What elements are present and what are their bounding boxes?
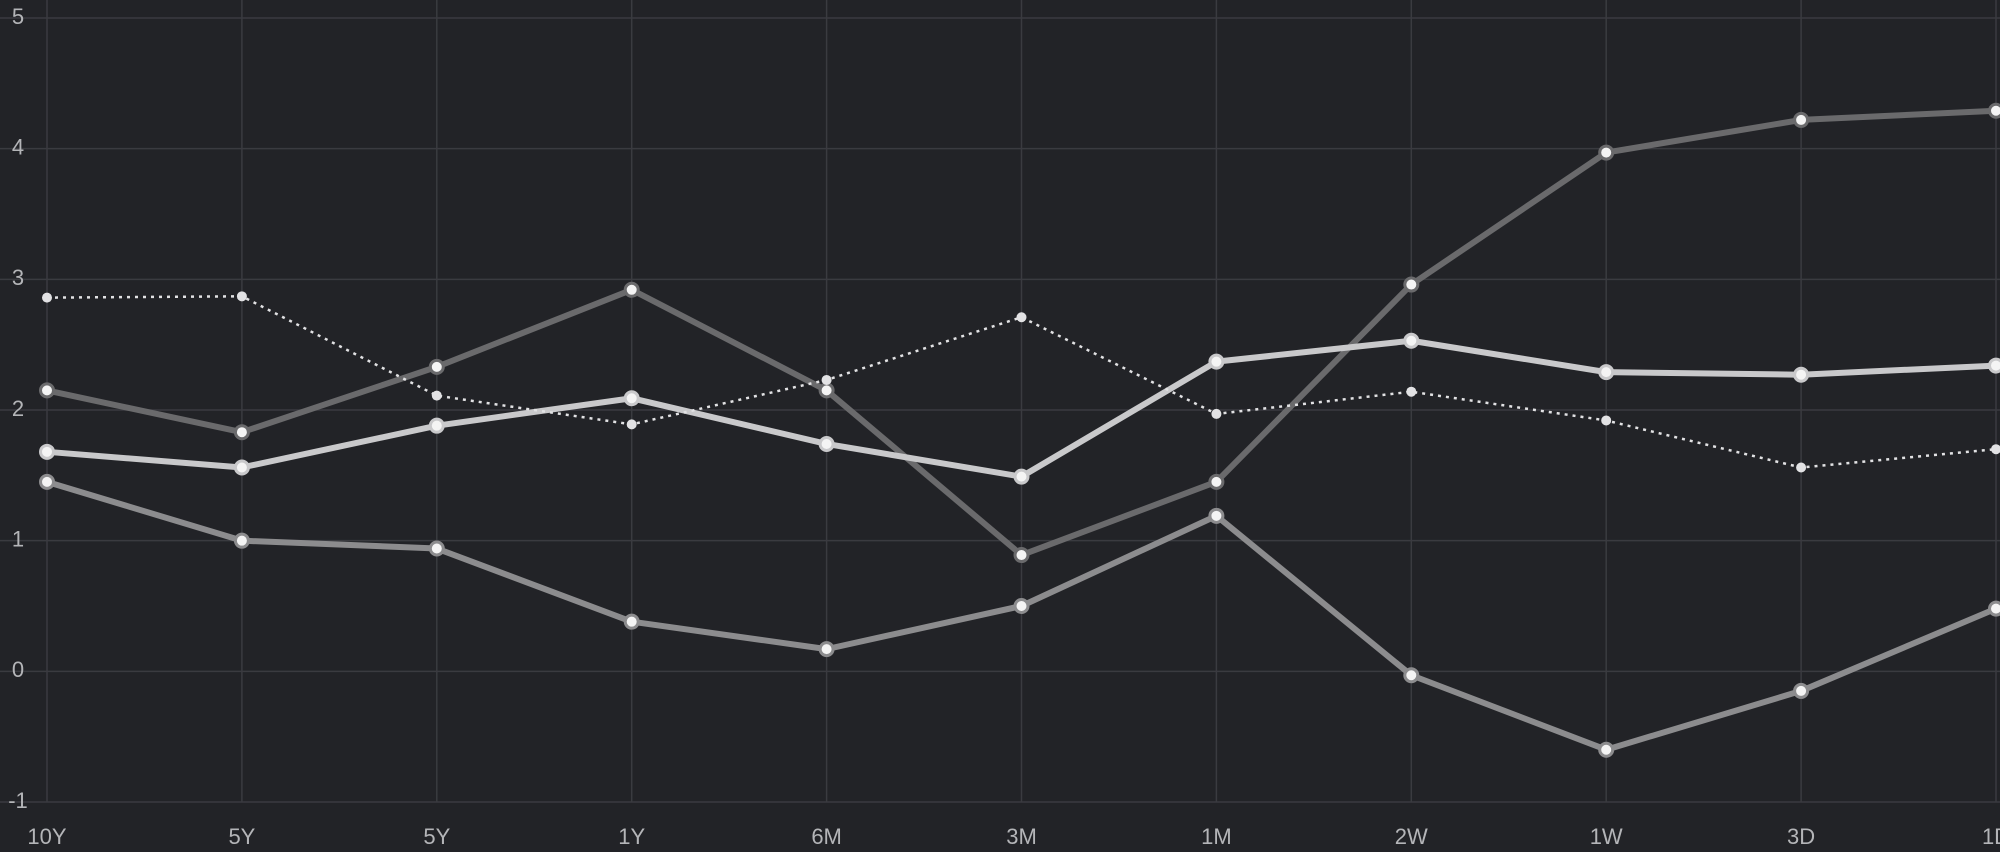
x-tick-label: 2W	[1395, 824, 1428, 849]
data-point	[1793, 682, 1810, 699]
data-point	[236, 291, 247, 302]
y-tick-label: 2	[12, 396, 24, 421]
data-point	[818, 641, 835, 658]
data-point	[1013, 468, 1030, 485]
x-tick-label: 6M	[811, 824, 842, 849]
data-point	[1991, 444, 2000, 455]
data-point	[623, 390, 640, 407]
data-point	[818, 435, 835, 452]
data-point	[431, 390, 442, 401]
data-point	[1796, 462, 1807, 473]
data-point	[1793, 366, 1810, 383]
data-point	[42, 292, 52, 303]
y-tick-label: 3	[12, 265, 24, 290]
x-tick-label: 5Y	[423, 824, 450, 849]
y-tick-label: 5	[12, 4, 24, 29]
x-tick-label: 1Y	[618, 824, 645, 849]
data-point	[1403, 667, 1420, 684]
data-point	[1403, 332, 1420, 349]
data-point	[1988, 102, 2000, 119]
data-point	[626, 419, 637, 430]
x-tick-label: 1M	[1201, 824, 1232, 849]
x-tick-label: 3M	[1006, 824, 1037, 849]
x-tick-label: 5Y	[228, 824, 255, 849]
x-tick-label: 1D	[1982, 824, 2000, 849]
data-point	[233, 424, 250, 441]
data-point	[1208, 353, 1225, 370]
data-point	[39, 443, 55, 460]
data-point	[233, 459, 250, 476]
data-point	[428, 358, 445, 375]
data-point	[1988, 600, 2000, 617]
data-point	[39, 473, 55, 490]
data-point	[428, 540, 445, 557]
data-point	[1208, 473, 1225, 490]
data-point	[428, 417, 445, 434]
data-point	[1598, 741, 1615, 758]
data-point	[233, 532, 250, 549]
data-point	[1013, 547, 1030, 564]
y-tick-label: 0	[12, 657, 24, 682]
data-point	[623, 281, 640, 298]
data-point	[1406, 386, 1417, 397]
y-tick-label: 4	[12, 134, 24, 159]
x-tick-label: 1W	[1590, 824, 1623, 849]
x-tick-label: 3D	[1787, 824, 1815, 849]
data-point	[1601, 415, 1612, 426]
data-point	[1598, 144, 1615, 161]
data-point	[623, 613, 640, 630]
data-point	[821, 374, 832, 385]
data-point	[1988, 357, 2000, 374]
y-tick-label: 1	[12, 526, 24, 551]
data-point	[818, 382, 835, 399]
data-point	[1016, 312, 1027, 323]
data-point	[1403, 276, 1420, 293]
data-point	[1598, 364, 1615, 381]
x-tick-label: 10Y	[27, 824, 66, 849]
data-point	[1208, 507, 1225, 524]
data-point	[1013, 598, 1030, 614]
y-tick-label: -1	[8, 788, 28, 813]
data-point	[39, 382, 55, 399]
data-point	[1211, 408, 1222, 419]
data-point	[1793, 111, 1810, 128]
